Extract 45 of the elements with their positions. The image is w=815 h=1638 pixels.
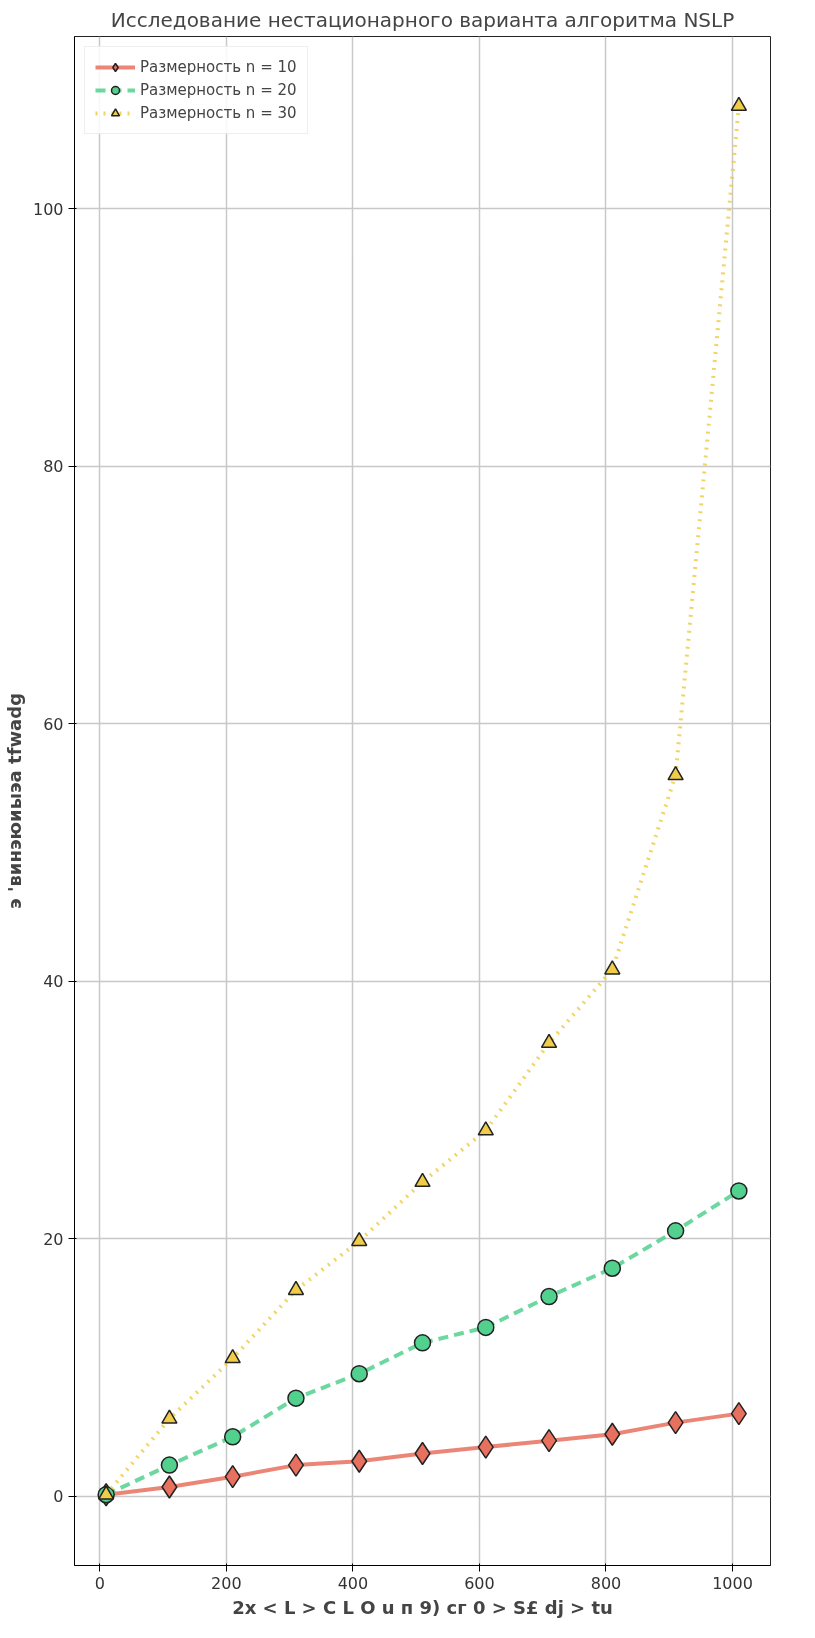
point: [287, 1453, 305, 1477]
x-tick-label: 1000: [712, 1573, 753, 1593]
point: [161, 1475, 178, 1499]
x-tick-label: 400: [337, 1573, 369, 1593]
point: [287, 1280, 305, 1296]
legend-label: Размерность n = 20: [140, 81, 297, 99]
x-tick-label: 0: [94, 1573, 105, 1593]
legend-label: Размерность n = 10: [140, 58, 297, 76]
point: [413, 1334, 432, 1352]
point: [477, 1435, 494, 1459]
x-tick-label: 200: [211, 1573, 242, 1593]
x-axis-title: 2x < L > C L O u п 9) cг 0 > S£ dj > tu: [232, 1596, 613, 1618]
y-tick-label: 60: [43, 714, 64, 734]
point: [224, 1348, 241, 1364]
point: [603, 1259, 622, 1277]
point: [351, 1449, 368, 1473]
y-tick-label: 20: [43, 1229, 64, 1249]
point: [160, 1456, 179, 1474]
point: [414, 1172, 431, 1188]
point: [287, 1389, 305, 1407]
point: [97, 1485, 115, 1500]
y-axis-title: э 'винэюиыэа tfwadg: [3, 692, 25, 909]
point: [540, 1287, 558, 1306]
point: [350, 1365, 368, 1383]
x-tick-label: 800: [590, 1573, 622, 1593]
point: [477, 1318, 495, 1337]
legend-label: Размерность n = 30: [140, 104, 297, 122]
y-tick-label: 0: [53, 1487, 64, 1506]
point: [223, 1428, 242, 1446]
point: [666, 1222, 685, 1240]
y-tick-label: 40: [43, 972, 64, 992]
point: [604, 1422, 621, 1446]
point: [730, 1182, 748, 1200]
point: [604, 960, 621, 975]
y-tick-label: 80: [43, 457, 64, 477]
x-tick-label: 600: [464, 1573, 495, 1593]
point: [730, 96, 748, 112]
point: [350, 1231, 368, 1247]
point: [667, 765, 684, 781]
point: [161, 1409, 178, 1424]
chart-title: Исследование нестационарного варианта алгоритма NSLP: [110, 7, 735, 32]
point: [477, 1121, 495, 1136]
point: [540, 1428, 558, 1453]
y-tick-label: 100: [32, 199, 64, 219]
point: [540, 1033, 558, 1049]
